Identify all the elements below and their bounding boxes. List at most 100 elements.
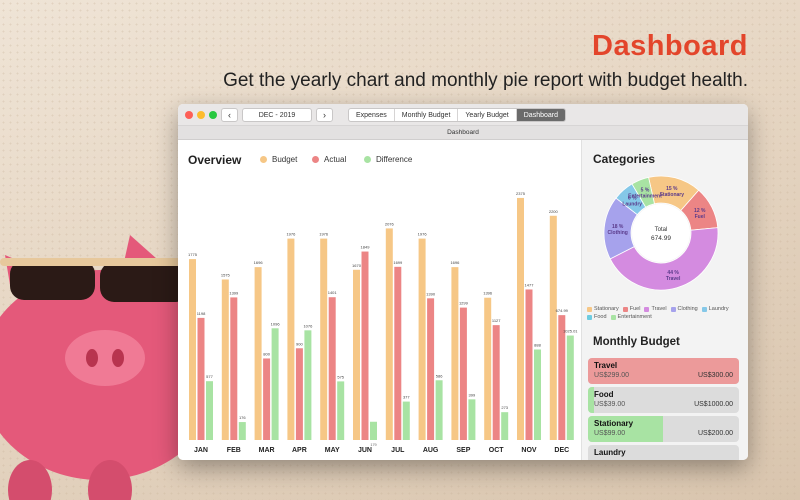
donut-label-travel: 44 % Travel (666, 270, 681, 282)
x-tick-feb: FEB (227, 447, 241, 454)
tab-dashboard[interactable]: Dashboard (516, 109, 565, 121)
budget-progress-fill (588, 416, 663, 442)
data-label-budget-sep: 1696 (450, 260, 460, 265)
bar-budget-aug (418, 238, 426, 440)
data-label-budget-feb: 1575 (221, 272, 231, 277)
x-tick-jun: JUN (358, 447, 372, 454)
categories-legend-travel: Travel (644, 306, 667, 312)
data-label-actual-dec: 674.99 (556, 308, 569, 313)
previous-month-button[interactable]: ‹ (221, 108, 238, 122)
bar-actual-oct (492, 325, 500, 440)
hero-subtitle: Get the yearly chart and monthly pie rep… (223, 70, 748, 91)
x-tick-nov: NOV (521, 447, 537, 454)
categories-legend-swatch (644, 306, 650, 312)
budget-used: US$39.00 (594, 401, 626, 408)
data-label-budget-apr: 1976 (286, 232, 296, 237)
minimize-window-button[interactable] (197, 111, 205, 119)
tab-expenses[interactable]: Expenses (349, 109, 395, 121)
donut-slice-entertainment (631, 176, 655, 208)
bar-budget-dec (549, 215, 557, 440)
piggy-bank-image (0, 235, 190, 500)
categories-legend-laundry: Laundry (701, 306, 729, 312)
bar-difference-dec (566, 335, 574, 440)
bar-budget-jan (189, 259, 196, 440)
budget-used: US$299.00 (594, 372, 630, 379)
data-label-budget-oct: 1396 (483, 291, 493, 296)
tab-monthly-budget[interactable]: Monthly Budget (395, 109, 459, 121)
window-subtitle: Dashboard (178, 126, 748, 140)
budget-card-food[interactable]: Food US$39.00 US$1000.00 (588, 387, 739, 413)
data-label-actual-jul: 1699 (393, 260, 403, 265)
donut-label-clothing: 18 % Clothing (608, 224, 628, 236)
categories-legend: Stationary Fuel Travel Clothing Laundry Food E… (587, 306, 747, 322)
budget-progress-fill (588, 358, 739, 384)
legend-budget-swatch (260, 156, 267, 163)
data-label-budget-may: 1976 (319, 232, 329, 237)
categories-legend-label: Stationary (594, 306, 619, 312)
x-tick-sep: SEP (456, 447, 470, 454)
x-tick-aug: AUG (423, 447, 439, 454)
legend-actual-label: Actual (324, 155, 347, 164)
categories-legend-label: Clothing (677, 306, 698, 312)
budget-name: Food (594, 390, 614, 399)
data-label-difference-mar: 1096 (271, 321, 281, 326)
donut-label-laundry: 6 % Laundry (622, 195, 642, 207)
close-window-button[interactable] (185, 111, 193, 119)
bar-difference-feb (238, 422, 246, 440)
donut-slice-travel (609, 227, 719, 291)
next-month-button[interactable]: › (316, 108, 333, 122)
data-label-actual-feb: 1399 (229, 290, 239, 295)
bar-difference-oct (501, 412, 509, 440)
overview-panel: 1775 1198 577 JAN 1575 1399 176 FEB 1696 800 1096 M… (178, 140, 581, 460)
x-tick-oct: OCT (489, 447, 505, 454)
donut-label-entertainment: 5 % Entertainment (628, 188, 662, 200)
x-tick-may: MAY (325, 447, 340, 454)
data-label-actual-jan: 1198 (197, 311, 206, 316)
overview-chart: 1775 1198 577 JAN 1575 1399 176 FEB 1696 800 1096 M… (188, 191, 578, 454)
data-label-actual-jun: 1849 (361, 245, 371, 250)
bar-actual-jun (361, 251, 369, 440)
dashboard-content: 1775 1198 577 JAN 1575 1399 176 FEB 1696 800 1096 M… (178, 140, 748, 460)
bar-actual-mar (263, 358, 271, 440)
donut-total-label: Total (655, 227, 668, 233)
x-tick-jan: JAN (194, 447, 208, 454)
legend-actual-swatch (312, 156, 319, 163)
data-label-difference-apr: 1076 (303, 323, 313, 328)
categories-legend-fuel: Fuel (622, 306, 640, 312)
data-label-difference-sep: 399 (469, 392, 476, 397)
zoom-window-button[interactable] (209, 111, 217, 119)
bar-difference-mar (271, 328, 279, 440)
tab-yearly-budget[interactable]: Yearly Budget (458, 109, 517, 121)
x-tick-dec: DEC (554, 447, 569, 454)
categories-title: Categories (593, 152, 656, 166)
bar-actual-jan (197, 317, 205, 440)
legend-actual: Actual (312, 155, 346, 164)
budget-card-laundry[interactable]: Laundry (588, 445, 739, 460)
month-selector[interactable]: DEC - 2019 (242, 108, 312, 122)
budget-total: US$300.00 (697, 372, 733, 379)
data-label-actual-oct: 1127 (492, 318, 501, 323)
monthly-budget-title: Monthly Budget (593, 336, 680, 348)
bar-difference-apr (304, 330, 312, 440)
categories-legend-entertainment: Entertainment (610, 314, 652, 320)
data-label-difference-jan: 577 (206, 374, 213, 379)
data-label-difference-aug: 586 (436, 373, 443, 378)
bar-budget-feb (221, 279, 229, 440)
bar-budget-oct (484, 297, 492, 440)
data-label-difference-feb: 176 (239, 415, 246, 420)
donut-label-stationary: 15 % Stationary (660, 186, 685, 198)
categories-legend-swatch (670, 306, 676, 312)
budget-card-travel[interactable]: Travel US$299.00 US$300.00 (588, 358, 739, 384)
budget-card-stationary[interactable]: Stationary US$99.00 US$200.00 (588, 416, 739, 442)
bar-actual-feb (230, 297, 238, 440)
bar-actual-sep (459, 307, 467, 440)
title-bar: ‹ DEC - 2019 › Expenses Monthly Budget Y… (178, 104, 748, 126)
view-tabs: Expenses Monthly Budget Yearly Budget Da… (348, 108, 566, 122)
data-label-actual-aug: 1390 (426, 291, 436, 296)
data-label-budget-dec: 2200 (549, 209, 559, 214)
bar-difference-aug (435, 380, 443, 440)
data-label-actual-nov: 1477 (525, 282, 535, 287)
data-label-budget-nov: 2375 (516, 191, 526, 196)
bar-difference-jun (370, 421, 377, 440)
legend-difference-swatch (364, 156, 371, 163)
